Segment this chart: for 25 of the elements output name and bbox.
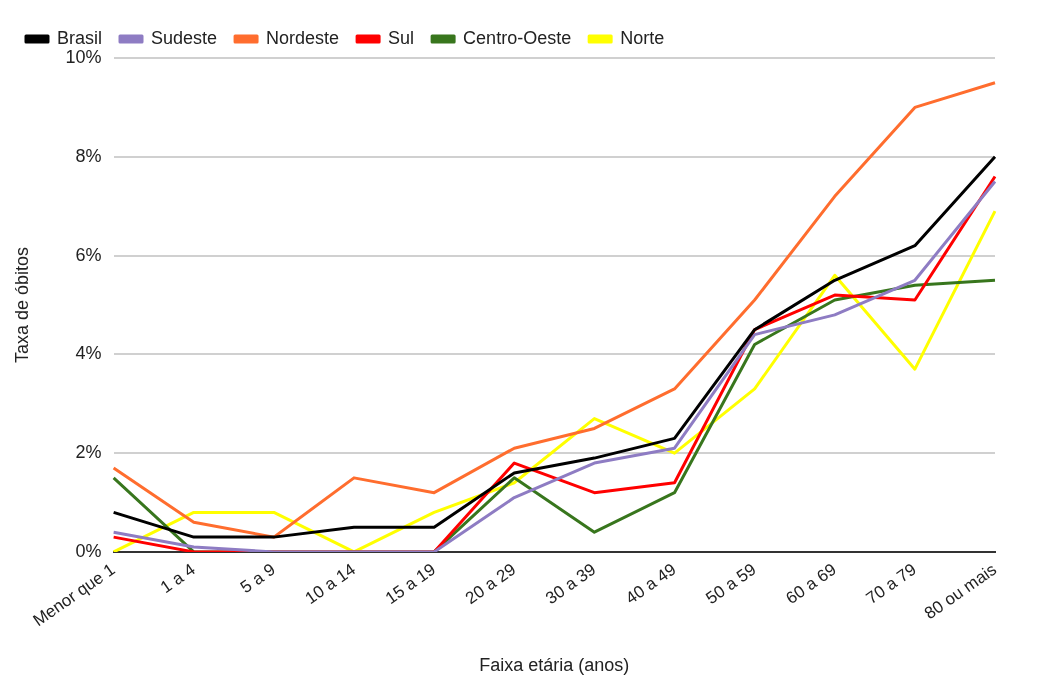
x-tick-label: 40 a 49 xyxy=(622,559,680,608)
legend-label: Centro-Oeste xyxy=(463,27,572,48)
y-tick-label: 8% xyxy=(75,145,102,166)
legend-label: Brasil xyxy=(57,27,103,48)
x-tick-label: 30 a 39 xyxy=(542,559,600,608)
x-tick-label: 50 a 59 xyxy=(702,559,760,608)
y-axis-title: Taxa de óbitos xyxy=(11,246,32,364)
legend-label: Sudeste xyxy=(151,27,218,48)
x-tick-label: 1 a 4 xyxy=(156,559,199,598)
x-tick-label: 80 ou mais xyxy=(921,559,1000,624)
x-tick-label: 60 a 69 xyxy=(782,559,840,608)
y-tick-label: 0% xyxy=(75,540,102,561)
x-tick-label: 10 a 14 xyxy=(301,559,359,608)
x-tick-label: 5 a 9 xyxy=(237,559,279,598)
legend-label: Norte xyxy=(620,27,665,48)
y-tick-label: 4% xyxy=(75,343,102,364)
x-tick-label: 15 a 19 xyxy=(381,559,440,608)
y-tick-label: 6% xyxy=(75,244,102,265)
x-tick-label: 70 a 79 xyxy=(862,559,920,608)
y-tick-label: 2% xyxy=(75,442,102,463)
x-axis-title: Faixa etária (anos) xyxy=(479,655,630,676)
legend-label: Nordeste xyxy=(266,27,340,48)
y-tick-label: 10% xyxy=(65,46,102,67)
x-tick-label: 20 a 29 xyxy=(461,559,520,608)
legend-label: Sul xyxy=(388,27,415,48)
